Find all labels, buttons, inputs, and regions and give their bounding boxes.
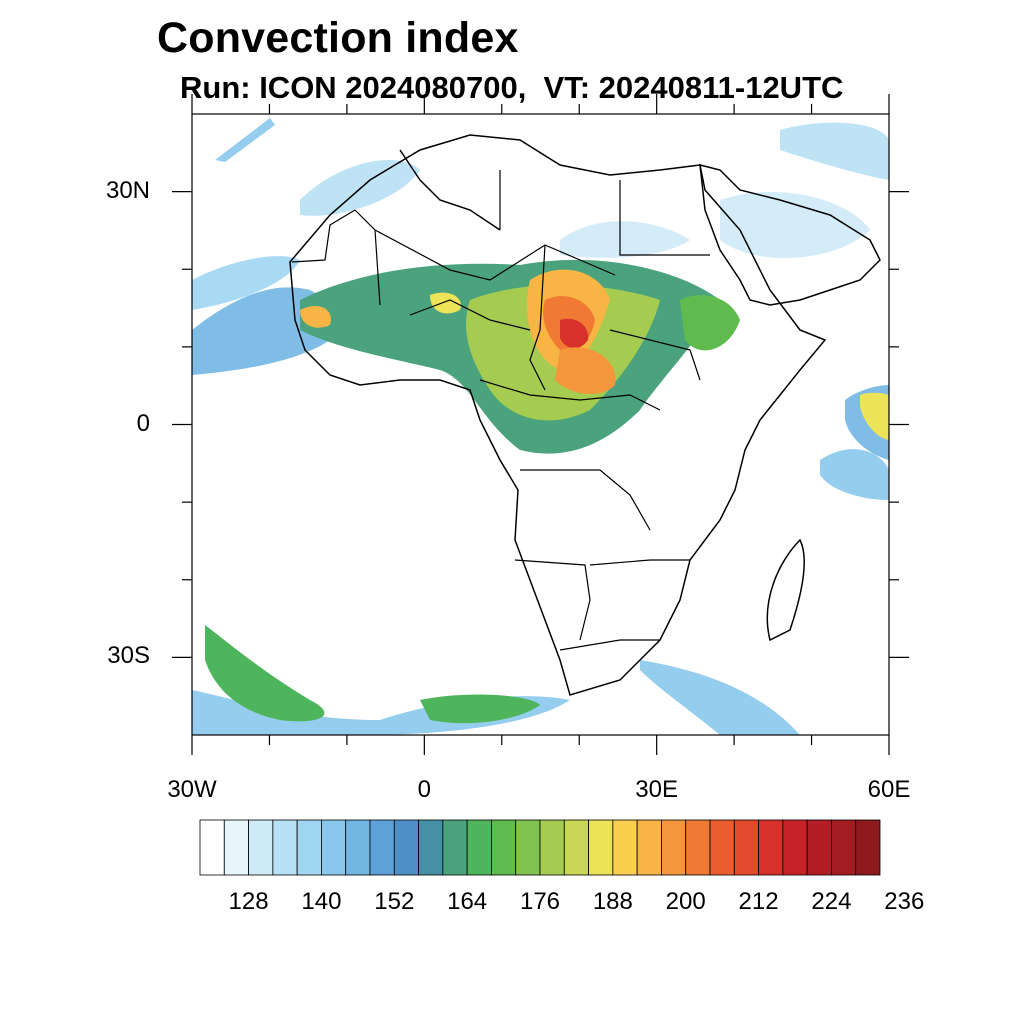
- colorbar-box: [782, 819, 808, 876]
- colorbar-box: [515, 819, 541, 876]
- map-title: Convection index: [157, 14, 519, 62]
- colorbar-box: [223, 819, 249, 876]
- country-borders: [291, 170, 710, 651]
- colorbar-label: 188: [592, 888, 633, 915]
- colorbar-box: [831, 819, 857, 876]
- colorbar-label: 236: [884, 888, 925, 915]
- axis-ticks: [172, 94, 909, 755]
- colorbar-label: 200: [665, 888, 706, 915]
- coastlines: [289, 134, 881, 696]
- colorbar-box: [466, 819, 492, 876]
- colorbar-box: [393, 819, 419, 876]
- convection-field: [192, 118, 889, 735]
- shading-light: [192, 118, 889, 735]
- colorbar-label: 164: [447, 888, 488, 915]
- colorbar-box: [709, 819, 735, 876]
- colorbar-box: [855, 819, 881, 876]
- shading-warm: [300, 269, 616, 395]
- colorbar-box: [442, 819, 468, 876]
- colorbar-label: 212: [738, 888, 779, 915]
- colorbar-box: [296, 819, 322, 876]
- lon-tick-label: 60E: [867, 776, 911, 803]
- colorbar-box: [563, 819, 589, 876]
- colorbar-box: [491, 819, 517, 876]
- lon-tick-label: 30E: [635, 776, 678, 803]
- colorbar-label: 224: [811, 888, 852, 915]
- colorbar-box: [612, 819, 638, 876]
- colorbar-box: [321, 819, 347, 876]
- colorbar-box: [369, 819, 395, 876]
- lon-tick-label: 30W: [167, 776, 217, 803]
- colorbar-box: [248, 819, 274, 876]
- colorbar-box: [733, 819, 759, 876]
- colorbar-label: 152: [374, 888, 415, 915]
- colorbar-box: [272, 819, 298, 876]
- colorbar-box: [758, 819, 784, 876]
- colorbar-box: [588, 819, 614, 876]
- colorbar-box: [418, 819, 444, 876]
- colorbar-label: 176: [519, 888, 561, 915]
- colorbar-box: [636, 819, 662, 876]
- colorbar-box: [345, 819, 371, 876]
- lat-tick-label: 0: [136, 409, 150, 437]
- colorbar-box: [661, 819, 687, 876]
- lon-tick-label: 0: [417, 776, 431, 803]
- colorbar-box: [685, 819, 711, 876]
- colorbar-box: [539, 819, 565, 876]
- lat-tick-label: 30S: [107, 642, 150, 670]
- map-subtitle: Run: ICON 2024080700, VT: 20240811-12UTC: [180, 70, 844, 105]
- lat-tick-label: 30N: [105, 176, 150, 204]
- colorbar-box: [806, 819, 832, 876]
- colorbar-label: 128: [228, 888, 269, 915]
- colorbar-label: 140: [301, 888, 342, 915]
- colorbar: [199, 819, 881, 876]
- colorbar-box: [199, 819, 225, 876]
